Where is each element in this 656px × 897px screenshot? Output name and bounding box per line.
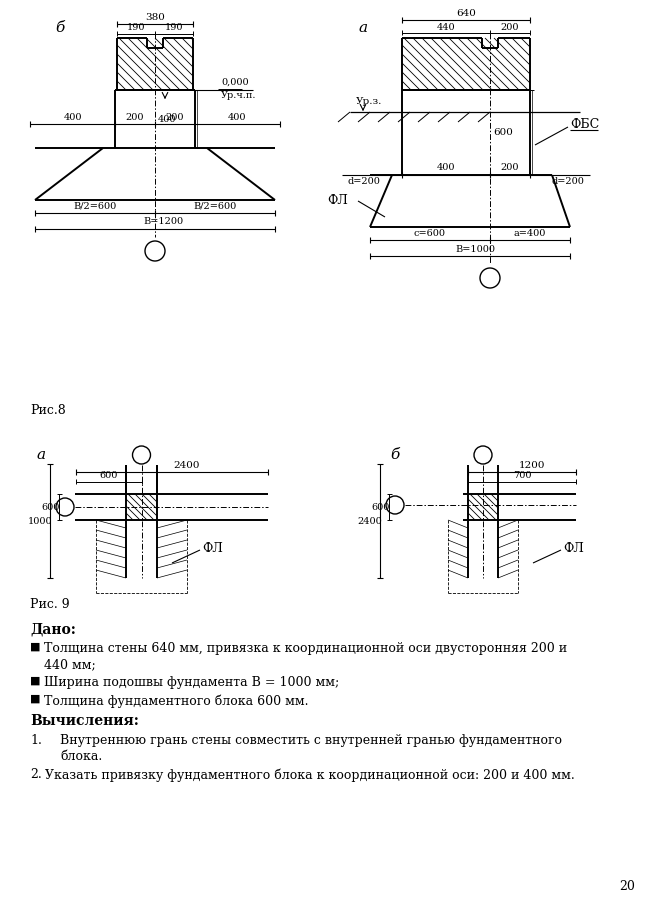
Text: 1000: 1000 bbox=[28, 517, 52, 526]
Text: б: б bbox=[55, 21, 64, 35]
Text: Толщина стены 640 мм, привязка к координационной оси двусторонняя 200 и: Толщина стены 640 мм, привязка к координ… bbox=[44, 642, 567, 655]
Text: Дано:: Дано: bbox=[30, 622, 76, 636]
Text: 200: 200 bbox=[501, 22, 520, 31]
Text: 190: 190 bbox=[127, 23, 145, 32]
Text: 440 мм;: 440 мм; bbox=[44, 658, 96, 671]
Text: 200: 200 bbox=[126, 112, 144, 121]
Text: 400: 400 bbox=[63, 112, 82, 121]
Text: Рис. 9: Рис. 9 bbox=[30, 598, 70, 611]
Text: 200: 200 bbox=[166, 112, 184, 121]
Text: d=200: d=200 bbox=[348, 177, 380, 186]
Text: блока.: блока. bbox=[60, 750, 102, 763]
Text: 600: 600 bbox=[100, 471, 118, 480]
Text: 0,000: 0,000 bbox=[221, 77, 249, 86]
Text: 700: 700 bbox=[513, 471, 531, 480]
Text: Толщина фундаментного блока 600 мм.: Толщина фундаментного блока 600 мм. bbox=[44, 694, 308, 708]
Text: 20: 20 bbox=[619, 880, 635, 893]
Text: 1.: 1. bbox=[30, 734, 42, 747]
Text: 2400: 2400 bbox=[358, 517, 382, 526]
Text: 190: 190 bbox=[165, 23, 183, 32]
Text: a: a bbox=[358, 21, 367, 35]
Text: a: a bbox=[36, 448, 45, 462]
Text: 400: 400 bbox=[228, 112, 247, 121]
Text: 600: 600 bbox=[493, 128, 513, 137]
Text: ФБС: ФБС bbox=[570, 118, 599, 132]
Text: 400: 400 bbox=[437, 163, 455, 172]
Text: ФЛ: ФЛ bbox=[327, 195, 348, 207]
Text: 600: 600 bbox=[42, 502, 60, 511]
Text: B=1000: B=1000 bbox=[455, 245, 495, 254]
Text: 200: 200 bbox=[501, 163, 520, 172]
Text: 640: 640 bbox=[456, 10, 476, 19]
Text: Рис.8: Рис.8 bbox=[30, 404, 66, 417]
Text: Вычисления:: Вычисления: bbox=[30, 714, 139, 728]
Text: Ширина подошвы фундамента B = 1000 мм;: Ширина подошвы фундамента B = 1000 мм; bbox=[44, 676, 339, 689]
Text: ■: ■ bbox=[30, 676, 41, 686]
Text: d=200: d=200 bbox=[552, 177, 584, 186]
Text: Указать привязку фундаментного блока к координационной оси: 200 и 400 мм.: Указать привязку фундаментного блока к к… bbox=[45, 768, 575, 781]
Text: B/2=600: B/2=600 bbox=[73, 202, 117, 211]
Text: ФЛ: ФЛ bbox=[563, 542, 584, 554]
Text: Ур.ч.п.: Ур.ч.п. bbox=[221, 91, 256, 100]
Text: 400: 400 bbox=[158, 115, 176, 124]
Text: 440: 440 bbox=[437, 22, 455, 31]
Text: B=1200: B=1200 bbox=[143, 217, 183, 227]
Text: 1200: 1200 bbox=[519, 460, 545, 469]
Text: б: б bbox=[390, 448, 400, 462]
Text: a=400: a=400 bbox=[514, 229, 546, 238]
Text: Ур.з.: Ур.з. bbox=[356, 98, 382, 107]
Text: ■: ■ bbox=[30, 694, 41, 704]
Text: 2400: 2400 bbox=[174, 460, 200, 469]
Text: ФЛ: ФЛ bbox=[202, 542, 223, 554]
Text: 600: 600 bbox=[372, 502, 390, 511]
Text: 2.: 2. bbox=[30, 768, 42, 781]
Text: c=600: c=600 bbox=[414, 229, 446, 238]
Text: B/2=600: B/2=600 bbox=[194, 202, 237, 211]
Text: ■: ■ bbox=[30, 642, 41, 652]
Text: Внутреннюю грань стены совместить с внутренней гранью фундаментного: Внутреннюю грань стены совместить с внут… bbox=[60, 734, 562, 747]
Text: 380: 380 bbox=[145, 13, 165, 22]
